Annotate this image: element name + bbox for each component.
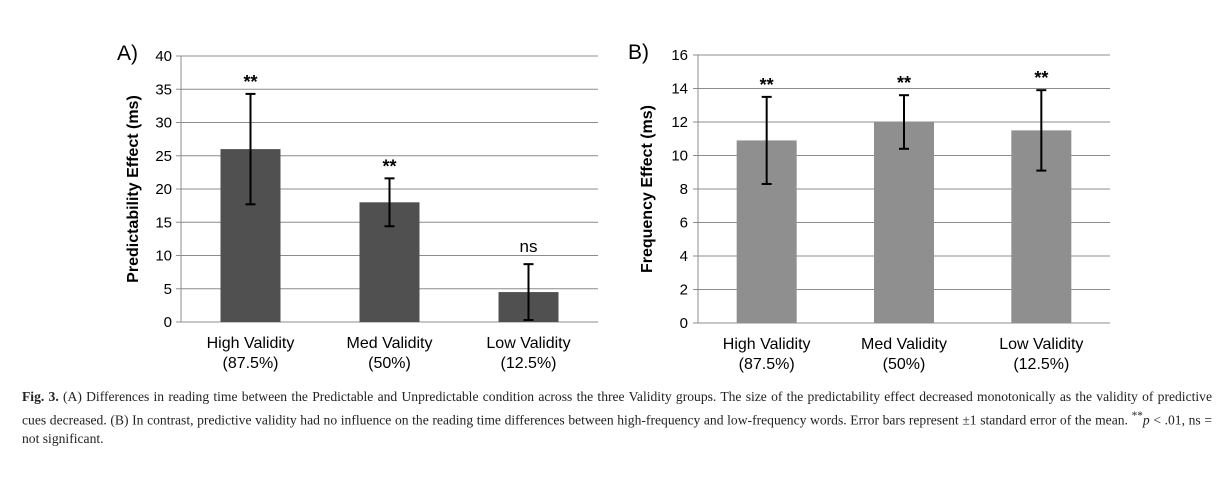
panel-b-category-label: (87.5%) bbox=[739, 356, 795, 373]
panel-b-tag: B) bbox=[628, 41, 649, 64]
figure-charts: A)Predictability Effect (ms)051015202530… bbox=[117, 41, 1110, 373]
panel-a-y-tick-label: 5 bbox=[164, 281, 172, 298]
panel-b-significance-label: ** bbox=[760, 75, 774, 95]
panel-a-significance-label: ns bbox=[520, 237, 538, 256]
panel-b-category-label: High Validity bbox=[723, 336, 811, 353]
panel-a-category-label: (12.5%) bbox=[500, 355, 556, 372]
panel-b-y-tick-label: 8 bbox=[680, 181, 688, 198]
caption-tail: < .01, ns = not significant. bbox=[22, 412, 1213, 446]
panel-a-category-label: Low Validity bbox=[486, 335, 570, 352]
panel-b-category-label: Med Validity bbox=[861, 336, 947, 353]
caption-text: (A) Differences in reading time between … bbox=[22, 389, 1212, 428]
panel-a-y-tick-label: 10 bbox=[155, 248, 172, 265]
panel-b-y-axis-label: Frequency Effect (ms) bbox=[639, 105, 656, 273]
panel-a-significance-label: ** bbox=[243, 72, 257, 92]
panel-b-y-tick-label: 12 bbox=[671, 114, 688, 131]
panel-b-y-tick-label: 0 bbox=[680, 315, 688, 332]
panel-b-significance-label: ** bbox=[1034, 68, 1048, 88]
panel-b-y-tick-label: 4 bbox=[680, 248, 688, 265]
panel-a-y-tick-label: 20 bbox=[155, 181, 172, 198]
panel-a-category-label: (87.5%) bbox=[222, 355, 278, 372]
panel-a-category-label: High Validity bbox=[207, 335, 295, 352]
panel-a-y-tick-label: 25 bbox=[155, 148, 172, 165]
panel-a-category-label: Med Validity bbox=[347, 335, 433, 352]
panel-a-y-tick-label: 40 bbox=[155, 48, 172, 65]
panel-b-y-tick-label: 2 bbox=[680, 282, 688, 299]
panel-a-y-tick-label: 35 bbox=[155, 81, 172, 98]
panel-b-bar bbox=[874, 122, 934, 323]
panel-b-y-tick-label: 6 bbox=[680, 215, 688, 232]
figure-caption: Fig. 3. (A) Differences in reading time … bbox=[22, 388, 1212, 448]
panel-a-category-label: (50%) bbox=[368, 355, 411, 372]
panel-a-tag: A) bbox=[117, 42, 138, 65]
panel-b-significance-label: ** bbox=[897, 73, 911, 93]
panel-a-y-tick-label: 30 bbox=[155, 115, 172, 132]
panel-a-y-tick-label: 0 bbox=[164, 314, 172, 331]
panel-b-category-label: Low Validity bbox=[999, 336, 1083, 353]
figure: A) Predictability Effect (ms) 0 5 10 15 20 25 30… bbox=[117, 41, 1110, 373]
panel-a-y-axis-label: Predictability Effect (ms) bbox=[125, 95, 142, 283]
panel-a-significance-label: ** bbox=[382, 156, 396, 176]
caption-sig-marker: ** bbox=[1131, 409, 1143, 422]
caption-label: Fig. 3. bbox=[22, 389, 59, 404]
panel-b-category-label: (12.5%) bbox=[1013, 356, 1069, 373]
panel-b-y-tick-label: 14 bbox=[671, 81, 688, 98]
panel-b-category-label: (50%) bbox=[883, 356, 926, 373]
panel-b-y-tick-label: 10 bbox=[671, 148, 688, 165]
panel-a-y-tick-label: 15 bbox=[155, 214, 172, 231]
panel-b-y-tick-label: 16 bbox=[671, 47, 688, 64]
caption-p-symbol: p bbox=[1142, 412, 1150, 428]
